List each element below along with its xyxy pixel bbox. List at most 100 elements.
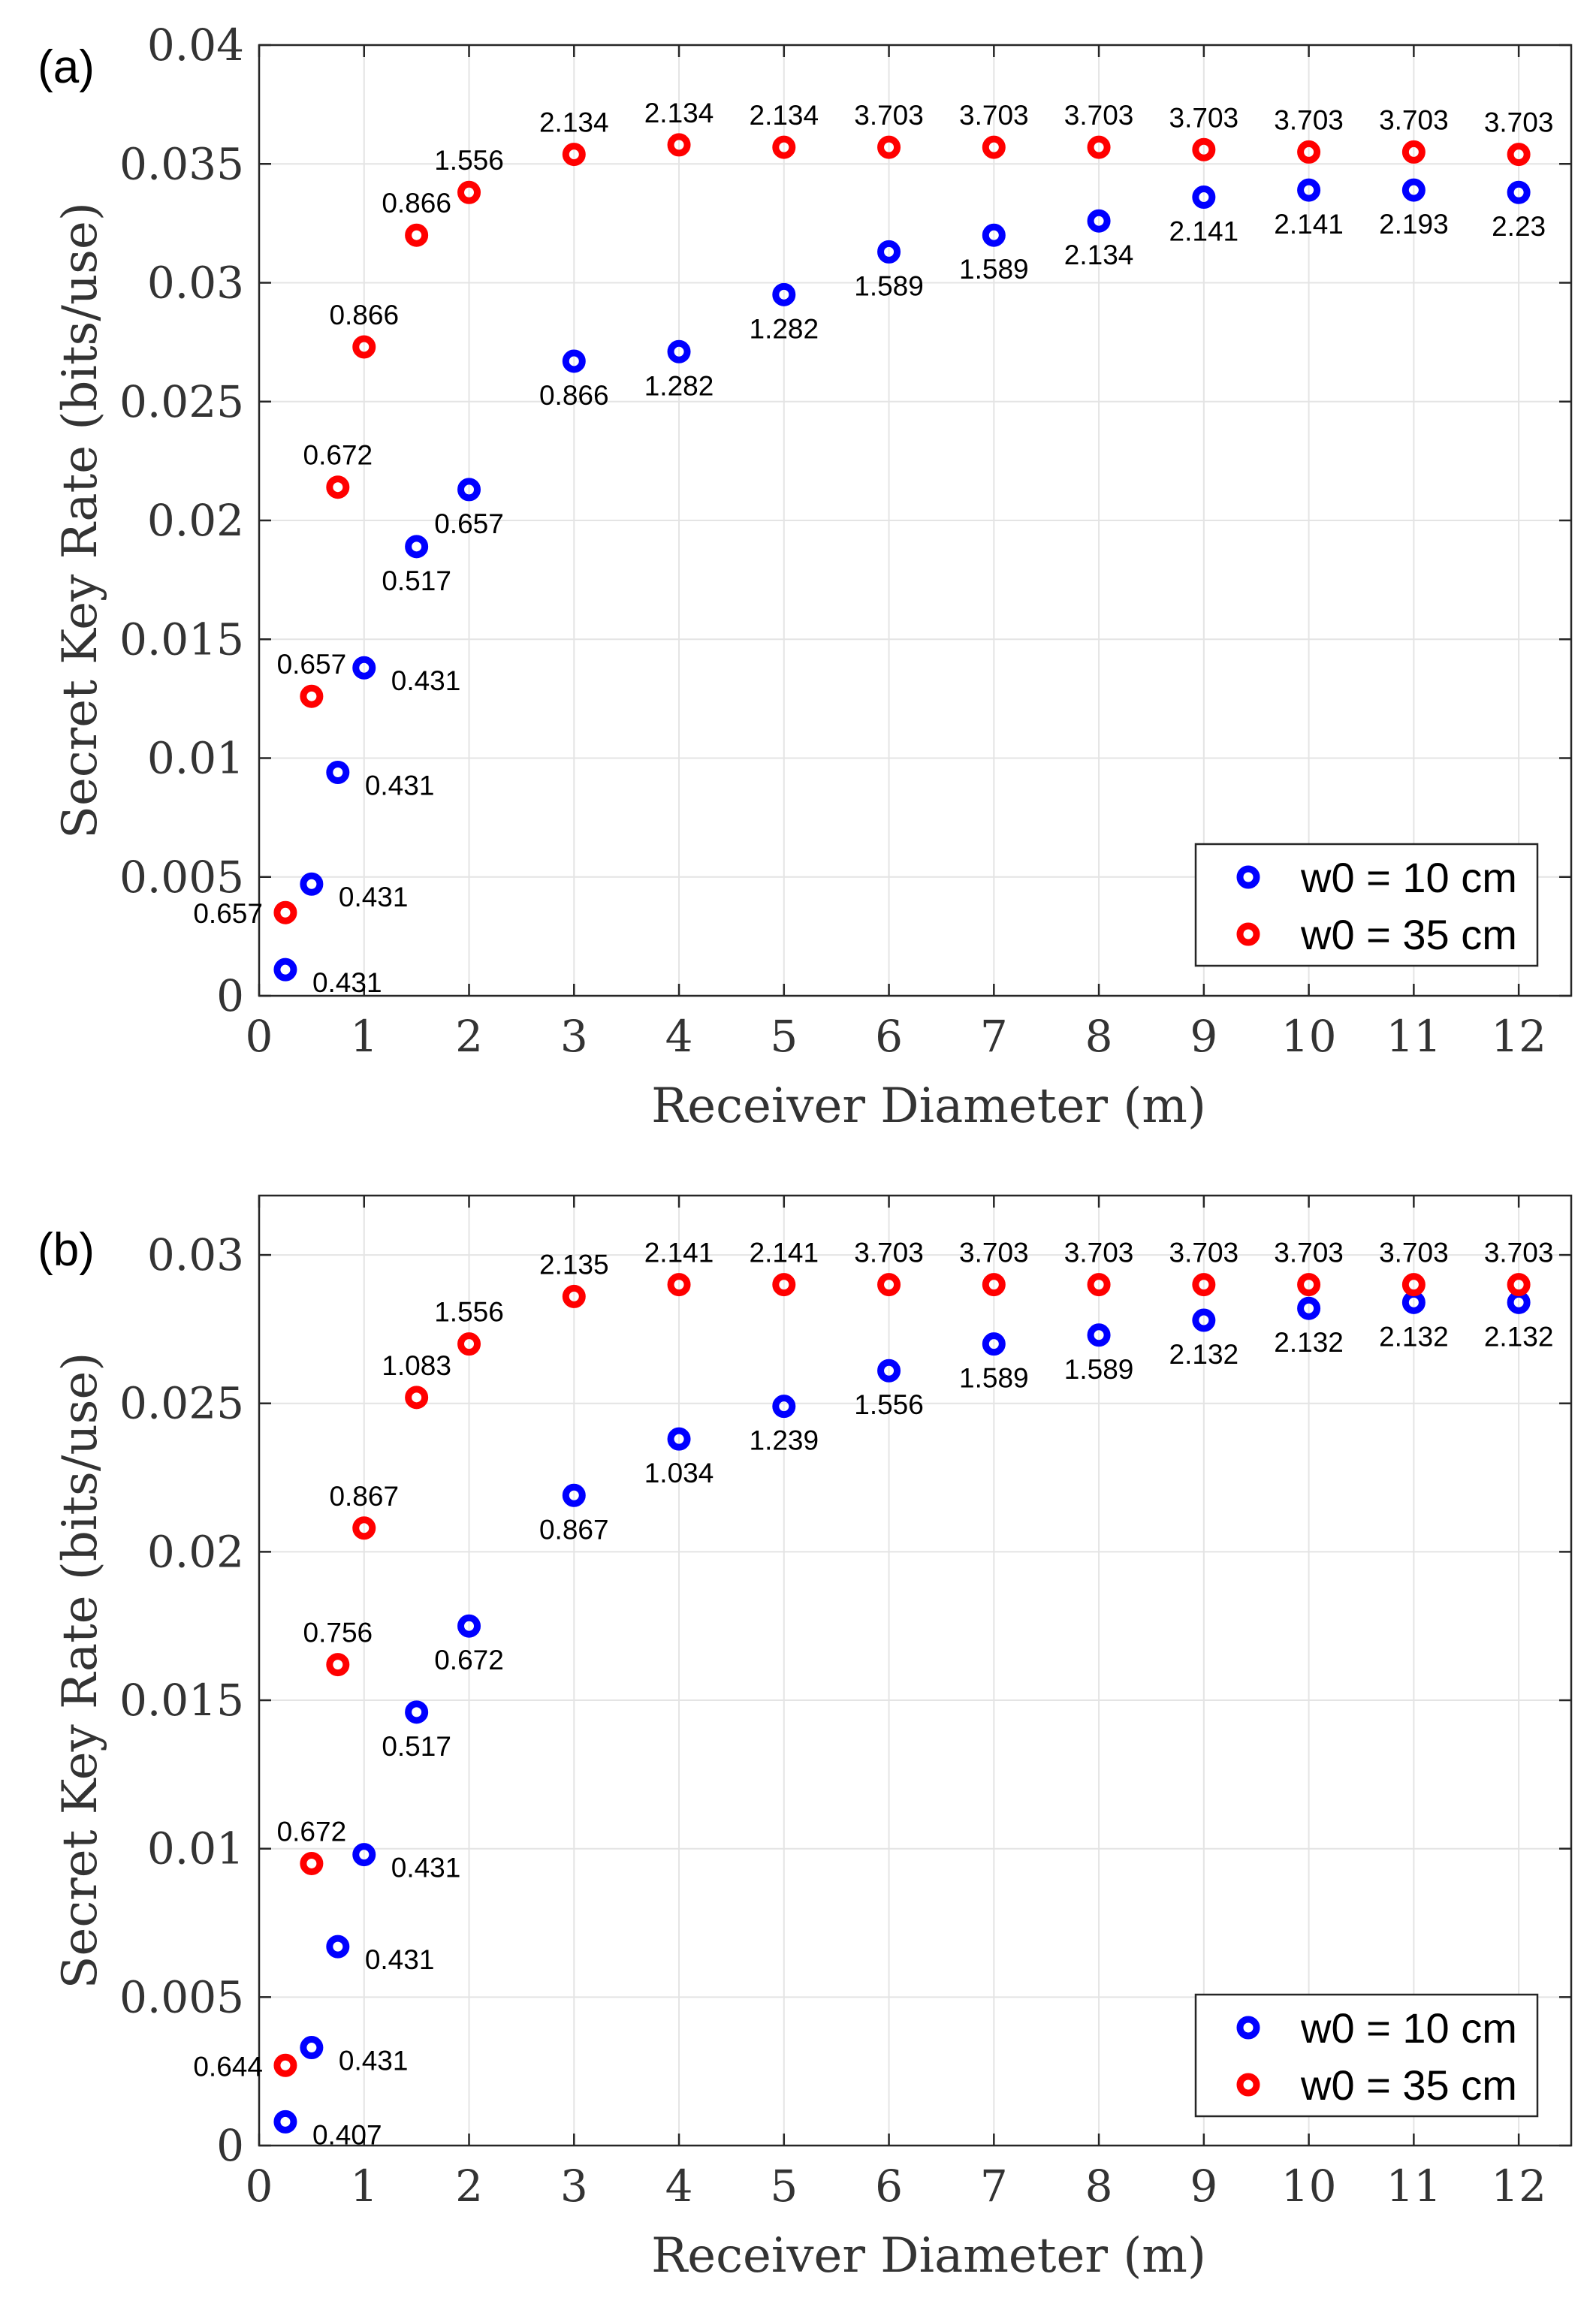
x-tick-label: 0 [246,2161,273,2212]
data-label: 3.703 [1274,1238,1344,1268]
chart-panel-b: 0 1 2 3 4 5 6 7 8 9 10 11 1200.0050.010.0150.020.025… [38,1194,1573,2284]
data-label: 1.589 [959,254,1029,285]
data-label: 0.866 [382,188,451,219]
x-tick-label: 2 [455,1011,483,1062]
data-label: 3.703 [1484,107,1554,138]
series-w0-10cm: 0.431 0.431 0.431 0.431 0.517 0.657 0.866 1.282… [273,178,1546,998]
legend-entry-label: w0 = 10 cm [1300,2004,1517,2052]
data-point [300,1851,324,1875]
data-point [1507,143,1531,167]
data-point [1192,137,1216,161]
data-label: 2.132 [1274,1327,1344,1358]
data-point [1401,1273,1426,1297]
data-label: 1.589 [854,270,924,301]
data-point [300,2036,324,2060]
x-tick-label: 3 [560,1011,588,1062]
legend: w0 = 10 cm w0 = 35 cm [1194,843,1539,967]
data-label: 0.867 [329,1481,399,1512]
data-label: 2.141 [1274,209,1344,240]
data-label: 3.703 [1484,1238,1554,1268]
data-label: 1.282 [644,370,714,401]
data-point [562,1284,586,1308]
data-label: 2.141 [644,1238,714,1268]
data-label: 0.431 [391,665,461,696]
data-point [273,2053,297,2077]
x-tick-label: 0 [246,1011,273,1062]
x-tick-label: 1 [350,1011,378,1062]
x-tick-label: 12 [1491,2161,1546,2212]
data-label: 1.556 [854,1389,924,1420]
x-tick-label: 8 [1085,1011,1113,1062]
data-label: 2.132 [1484,1321,1554,1352]
data-label: 1.239 [750,1425,819,1456]
x-tick-label: 7 [980,1011,1008,1062]
x-tick-label: 1 [350,2161,378,2212]
data-label: 2.134 [1064,240,1134,270]
data-label: 2.134 [644,98,714,128]
legend-box [1194,843,1539,967]
data-point [1192,1273,1216,1297]
legend-marker [1236,922,1260,946]
data-label: 2.134 [539,107,609,138]
data-point [457,478,481,502]
data-point [326,760,350,784]
data-label: 3.703 [854,100,924,131]
legend: w0 = 10 cm w0 = 35 cm [1194,1993,1539,2118]
data-point [667,133,691,157]
data-point [1297,1273,1321,1297]
data-label: 2.134 [750,100,819,131]
data-label: 3.703 [1064,100,1134,131]
data-point [352,1843,376,1867]
data-point [273,2109,297,2134]
data-point [1087,1273,1111,1297]
y-tick-label: 0.03 [147,258,244,309]
data-label: 2.141 [1169,216,1239,247]
data-label: 0.657 [193,898,263,929]
data-point [1087,1323,1111,1347]
x-axis-title: Receiver Diameter (m) [651,2228,1206,2284]
x-tick-label: 7 [980,2161,1008,2212]
legend-marker [1236,2073,1260,2097]
data-label: 1.556 [434,145,504,176]
data-label: 3.703 [1169,102,1239,133]
data-label: 0.672 [303,440,373,471]
data-label: 1.556 [434,1297,504,1328]
data-point [1087,135,1111,159]
data-point [300,684,324,708]
data-label: 0.866 [329,300,399,330]
data-point [352,335,376,359]
x-tick-label: 10 [1281,2161,1337,2212]
data-label: 3.703 [959,100,1029,131]
x-tick-label: 6 [875,1011,903,1062]
x-tick-label: 12 [1491,1011,1546,1062]
y-tick-label: 0.025 [119,1378,244,1429]
x-tick-label: 9 [1190,2161,1217,2212]
legend-entry-label: w0 = 10 cm [1300,854,1517,901]
data-point [1401,140,1426,164]
legend-box [1194,1993,1539,2118]
data-label: 0.431 [365,770,435,801]
y-tick-label: 0 [216,2120,244,2171]
panel-label: (b) [38,1224,95,1276]
data-point [1297,1296,1321,1320]
data-point [982,223,1006,247]
y-tick-label: 0.035 [119,138,244,189]
x-tick-label: 5 [770,2161,798,2212]
data-label: 0.407 [312,2119,382,2150]
legend-marker [1236,865,1260,889]
series-w0-35cm: 0.657 0.657 0.672 0.866 0.866 1.556 2.134 2.134… [193,98,1553,929]
data-label: 3.703 [959,1238,1029,1268]
data-label: 2.193 [1379,209,1449,240]
data-point [405,223,429,247]
data-point [562,1483,586,1507]
y-tick-label: 0 [216,970,244,1021]
x-tick-label: 5 [770,1011,798,1062]
data-label: 0.672 [277,1816,347,1847]
data-label: 2.23 [1492,211,1546,242]
data-label: 2.132 [1169,1339,1239,1370]
data-point [352,656,376,680]
data-label: 0.657 [434,508,504,539]
x-tick-label: 11 [1386,1011,1441,1062]
data-label: 0.517 [382,1731,451,1762]
